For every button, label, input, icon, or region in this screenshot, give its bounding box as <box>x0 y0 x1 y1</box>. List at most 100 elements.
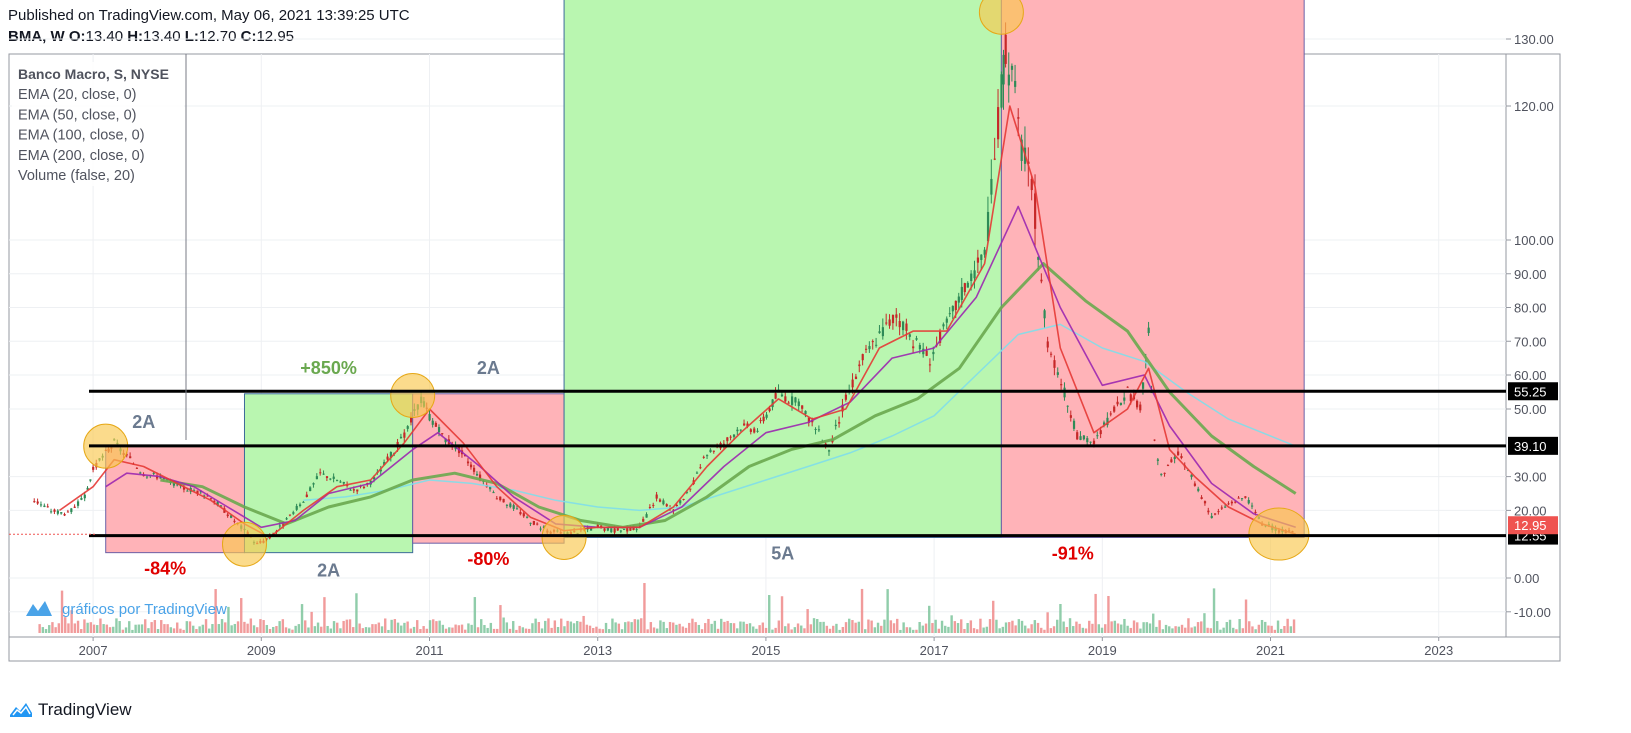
candle-body <box>1224 506 1227 508</box>
volume-bar <box>1081 627 1085 633</box>
candle-body <box>315 476 319 480</box>
candle-body <box>410 417 413 423</box>
volume-bar <box>272 626 275 633</box>
volume-bar <box>1017 619 1021 633</box>
volume-bar <box>934 619 937 633</box>
volume-bar <box>345 619 349 633</box>
candle-body <box>403 432 406 438</box>
candle-body <box>990 178 993 195</box>
pct-label: -91% <box>1052 543 1094 563</box>
volume-bar <box>1142 622 1145 633</box>
volume-bar <box>518 625 521 633</box>
candle-body <box>36 501 39 504</box>
volume-bar <box>48 625 51 633</box>
ohlc-value: 12.70 <box>198 28 237 45</box>
volume-bar <box>870 620 873 633</box>
volume-bar <box>908 627 912 633</box>
volume-bar <box>476 627 480 633</box>
candle-body <box>675 504 678 506</box>
volume-bar <box>1011 620 1014 633</box>
candle-body <box>645 514 648 518</box>
volume-bar <box>243 621 246 633</box>
candle-body <box>1210 515 1213 519</box>
candle-body <box>616 528 619 531</box>
volume-bar <box>534 618 537 633</box>
candle-body <box>790 396 794 405</box>
volume-bar <box>979 618 982 633</box>
volume-bar <box>422 626 425 633</box>
volume-bar <box>300 604 304 633</box>
level-label-box <box>1508 436 1558 455</box>
volume-bar <box>1062 621 1065 633</box>
volume-bar <box>403 622 406 633</box>
candle-body <box>50 511 53 513</box>
candle-body <box>759 420 762 422</box>
gain-box[interactable] <box>563 0 1002 538</box>
volume-bar <box>521 627 525 633</box>
volume-bar <box>1161 629 1165 633</box>
candle-body <box>431 420 434 425</box>
candle-body <box>891 314 895 324</box>
loss-box[interactable] <box>1000 0 1305 538</box>
candle-body <box>699 467 702 469</box>
volume-bar <box>656 628 659 633</box>
candle-body <box>702 456 705 458</box>
volume-bar <box>588 625 592 633</box>
volume-bar <box>393 619 397 633</box>
candle-body <box>489 486 492 490</box>
candle-body <box>629 526 632 531</box>
volume-bar <box>288 628 291 633</box>
volume-bar <box>902 622 905 633</box>
volume-bar <box>467 623 470 633</box>
volume-bar <box>867 619 870 633</box>
candle-body <box>957 296 960 303</box>
volume-bar <box>844 622 848 633</box>
volume-bar <box>1248 621 1251 633</box>
volume-bar <box>937 628 941 633</box>
volume-bar <box>387 629 390 633</box>
candle-body <box>908 334 911 337</box>
volume-bar <box>544 620 547 633</box>
candle-body <box>278 525 282 527</box>
volume-bar <box>1232 627 1235 633</box>
volume-bar <box>675 624 678 633</box>
candle-body <box>1106 417 1109 426</box>
volume-bar <box>361 628 365 633</box>
candle-body <box>807 417 811 423</box>
volume-bar <box>259 619 262 633</box>
volume-bar <box>960 619 963 633</box>
volume-bar <box>755 628 758 633</box>
candle-body <box>780 394 784 397</box>
duration-label: 2A <box>477 358 500 378</box>
y-tick-label: 20.00 <box>1514 503 1547 518</box>
volume-bar <box>406 621 409 633</box>
candle-body <box>709 449 712 453</box>
volume-bar <box>886 589 889 633</box>
candle-body <box>1053 360 1056 368</box>
legend-bg <box>12 62 184 186</box>
watermark-text: gráficos por TradingView <box>62 601 227 618</box>
candle-body <box>1190 474 1193 478</box>
candle-body <box>499 496 502 501</box>
volume-bar <box>620 629 624 633</box>
candle-body <box>1220 507 1223 509</box>
candle-body <box>1156 459 1160 461</box>
volume-bar <box>470 624 473 633</box>
volume-bar <box>553 620 557 633</box>
legend-item: EMA (100, close, 0) <box>18 128 145 144</box>
gain-box[interactable] <box>243 393 414 554</box>
volume-bar <box>1024 625 1027 633</box>
volume-bar <box>134 624 137 633</box>
volume-bar <box>668 621 672 633</box>
volume-bar <box>1072 626 1075 633</box>
volume-bar <box>710 623 713 633</box>
volume-bar <box>729 623 733 633</box>
watermark: gráficos por TradingView <box>26 601 227 618</box>
volume-bar <box>892 623 896 633</box>
candle-body <box>1040 279 1043 282</box>
loss-box[interactable] <box>412 393 565 544</box>
volume-bar <box>1033 620 1037 633</box>
candle-body <box>386 456 389 460</box>
volume-bar <box>486 627 489 633</box>
